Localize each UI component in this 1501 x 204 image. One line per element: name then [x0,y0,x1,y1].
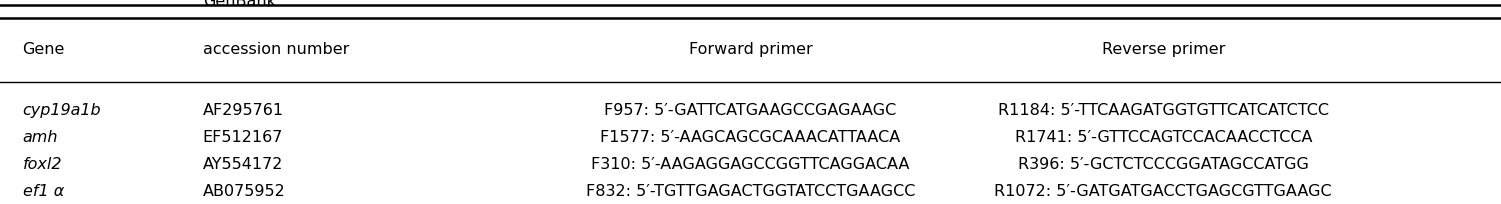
Text: amh: amh [23,130,59,145]
Text: Forward primer: Forward primer [689,42,812,58]
Text: R1072: 5′-GATGATGACCTGAGCGTTGAAGC: R1072: 5′-GATGATGACCTGAGCGTTGAAGC [995,184,1331,199]
Text: Gene: Gene [23,42,65,58]
Text: AY554172: AY554172 [203,157,284,172]
Text: R1184: 5′-TTCAAGATGGTGTTCATCATCTCC: R1184: 5′-TTCAAGATGGTGTTCATCATCTCC [998,103,1328,118]
Text: F832: 5′-TGTTGAGACTGGTATCCTGAAGCC: F832: 5′-TGTTGAGACTGGTATCCTGAAGCC [585,184,916,199]
Text: foxl2: foxl2 [23,157,62,172]
Text: cyp19a1b: cyp19a1b [23,103,101,118]
Text: AB075952: AB075952 [203,184,285,199]
Text: GenBank: GenBank [203,0,276,9]
Text: R1741: 5′-GTTCCAGTCCACAACCTCCA: R1741: 5′-GTTCCAGTCCACAACCTCCA [1015,130,1312,145]
Text: R396: 5′-GCTCTCCCGGATAGCCATGG: R396: 5′-GCTCTCCCGGATAGCCATGG [1018,157,1309,172]
Text: Reverse primer: Reverse primer [1102,42,1225,58]
Text: F1577: 5′-AAGCAGCGCAAACATTAACA: F1577: 5′-AAGCAGCGCAAACATTAACA [600,130,901,145]
Text: accession number: accession number [203,42,350,58]
Text: AF295761: AF295761 [203,103,284,118]
Text: F310: 5′-AAGAGGAGCCGGTTCAGGACAA: F310: 5′-AAGAGGAGCCGGTTCAGGACAA [591,157,910,172]
Text: ef1 α: ef1 α [23,184,63,199]
Text: EF512167: EF512167 [203,130,284,145]
Text: F957: 5′-GATTCATGAAGCCGAGAAGC: F957: 5′-GATTCATGAAGCCGAGAAGC [605,103,896,118]
